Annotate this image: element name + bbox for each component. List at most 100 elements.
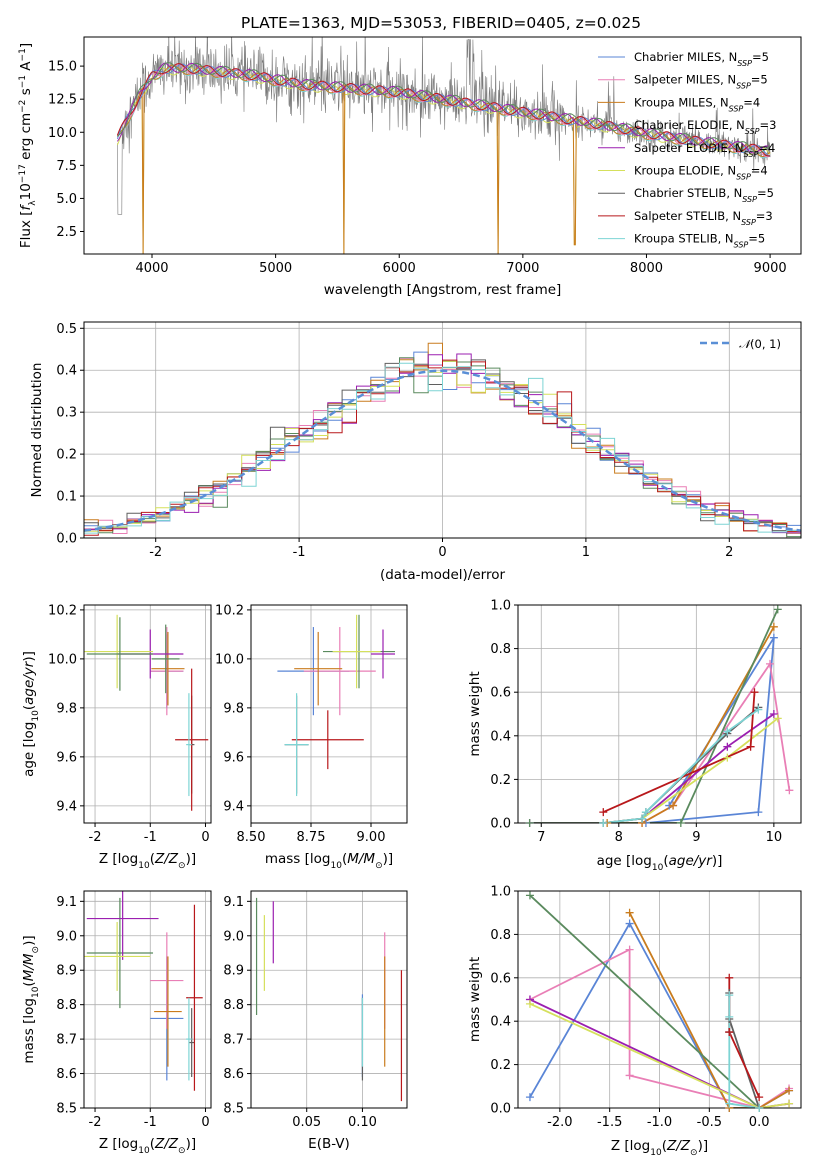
data-point-marker [769,633,778,642]
x-axis-label: E(B-V) [308,1136,350,1152]
data-point-marker [676,819,685,827]
y-tick-label: 0.2 [490,773,511,788]
charts-layer: 4000 5000 6000 7000 8000 90002.55.07.510.012.… [18,36,802,1158]
y-tick-label: 8.7 [56,1033,77,1048]
legend: Chabrier MILES, NSSP=5 Salpeter MILES, NS… [598,50,776,249]
x-tick-label: 1 [582,545,590,560]
y-tick-label: 0.4 [490,1015,511,1030]
y-tick-label: 9.1 [223,895,244,910]
y-tick-label: 8.9 [223,964,244,979]
x-tick-label: 10 [766,830,783,845]
y-tick-label: 1.0 [490,599,511,614]
y-tick-label: 9.0 [223,929,244,944]
y-tick-label: 10.2 [48,603,77,618]
spectrum-frame [83,36,802,255]
data-point-marker [625,919,634,928]
y-tick-label: 0.3 [56,406,77,421]
legend-entry: Kroupa ELODIE, NSSP=4 [634,164,768,182]
legend-entry: Chabrier ELODIE, NSSP=3 [634,118,776,136]
residuals-axes: -2 -1 0 1 2 0.0 0.1 0.2 0.3 0.4 0.5 (data-model)/er… [29,321,802,583]
y-tick-label: 9.4 [56,799,77,814]
mass_weight_vs_age-axes: 7 8 9 10 0.0 0.2 0.4 0.6 0.8 1.0 age [log10(age/yr… [467,599,802,873]
model-spectrum-line [116,63,771,158]
x-axis-label: (data-model)/error [380,567,506,583]
y-axis-label: age [log10(age/yr)] [21,651,41,777]
y-tick-label: 15.0 [48,60,77,75]
y-axis-label: Flux [fλ10−17 erg cm−2 s−1 A−1] [18,43,38,248]
age_vs_mass-axes: 8.50 8.75 9.00 9.4 9.6 9.8 10.0 10.2 mass [log10… [215,603,408,871]
y-tick-label: 0.6 [490,686,511,701]
x-tick-label: 8.75 [297,830,326,845]
x-axis-label: wavelength [Angstrom, rest frame] [324,282,562,298]
x-tick-label: 8.50 [237,830,266,845]
data-point-marker [625,945,634,954]
data-point-marker [755,1093,764,1102]
mass-weight-line [728,995,760,1108]
residuals-plot-area [84,342,801,538]
y-tick-label: 8.6 [56,1067,77,1082]
x-tick-label: 6000 [383,261,416,276]
x-tick-label: 0.0 [749,1115,770,1130]
data-point-marker [525,819,534,827]
data-point-marker [785,1086,794,1095]
y-tick-label: 1.0 [490,885,511,900]
data-point-marker [525,1093,534,1102]
x-tick-label: 9 [692,830,700,845]
y-tick-label: 2.5 [56,225,77,240]
x-tick-label: -2.0 [547,1115,572,1130]
y-tick-label: 8.6 [223,1067,244,1082]
x-tick-label: -2 [89,830,102,845]
y-tick-label: 9.1 [56,895,77,910]
data-point-marker [669,801,678,810]
mass-weight-line [728,977,760,1098]
y-tick-label: 7.5 [56,159,77,174]
age_vs_Z-axes: -2 -1 0 9.4 9.6 9.8 10.0 10.2 Z [log10(Z/Z⊙)] age… [21,603,212,871]
data-point-marker [599,819,608,827]
data-point-marker [723,753,732,762]
y-tick-label: 12.5 [48,93,77,108]
data-point-marker [750,688,759,697]
mass-weight-line [628,912,790,1108]
x-tick-label: 0 [201,830,209,845]
y-tick-label: 0.0 [490,1102,511,1117]
legend-entry: Chabrier MILES, NSSP=5 [634,50,769,68]
model-spectrum-line [116,64,771,254]
spectrum-axes: 4000 5000 6000 7000 8000 9000 2.5 5.0 7.5 10.0 12.… [18,36,802,298]
data-point-marker [773,714,782,723]
model-spectrum-line [116,65,771,254]
data-point-marker [725,991,734,1000]
x-tick-label: 8000 [630,261,663,276]
x-tick-label: 4000 [135,261,168,276]
x-tick-label: -1 [293,545,306,560]
y-axis-label: mass [log10(M/M⊙)] [21,935,41,1063]
mass-weight-line [603,708,759,823]
mass-weight-line [607,626,775,823]
mass_weight_vs_Z-axes: -2.0 -1.5 -1.0 -0.5 0.0 0.0 0.2 0.4 0.6 0.8 1.0 Z [… [467,885,802,1158]
legend-entry: Salpeter STELIB, NSSP=3 [634,209,773,227]
x-tick-label: 9000 [754,261,787,276]
data-point-marker [638,814,647,823]
y-tick-label: 8.9 [56,964,77,979]
y-tick-label: 0.4 [490,729,511,744]
y-tick-label: 10.0 [215,652,244,667]
x-tick-label: -1 [144,830,157,845]
y-axis-label: mass weight [467,671,483,756]
y-tick-label: 0.4 [56,364,77,379]
mass_vs_Z-frame [83,890,212,1109]
data-point-marker [746,742,755,751]
mass-weight-line [529,894,760,1108]
y-tick-label: 8.5 [56,1102,77,1117]
y-axis-label: Normed distribution [29,363,45,498]
x-tick-label: 9.00 [357,830,386,845]
spectrum-plot-area [116,37,771,254]
y-tick-label: 9.8 [56,701,77,716]
data-point-marker [769,622,778,631]
y-tick-label: 8.7 [223,1033,244,1048]
x-tick-label: 5000 [259,261,292,276]
mass_vs_ebv-plot-area [255,897,403,1102]
data-point-marker [754,705,763,714]
x-tick-label: 7 [537,830,545,845]
data-point-marker [625,908,634,917]
y-tick-label: 10.0 [48,652,77,667]
mass_weight_vs_Z-plot-area [529,894,790,1108]
